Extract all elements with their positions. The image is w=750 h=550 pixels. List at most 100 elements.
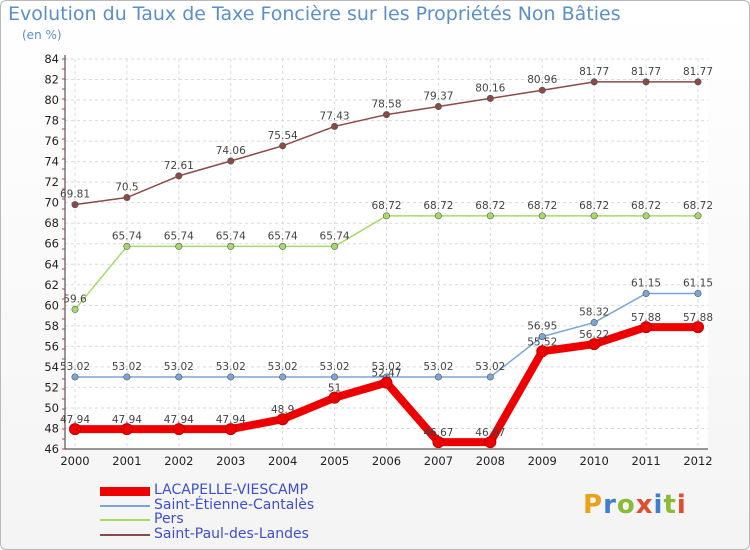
y-tick-label: 74 [44,155,59,169]
data-label: 61.15 [683,278,713,290]
legend-label: Saint-Paul-des-Landes [154,525,309,542]
data-label: 53.02 [112,361,142,373]
data-label: 59.6 [63,293,87,305]
data-label: 56.22 [579,329,609,341]
data-label: 47.94 [164,414,194,426]
y-tick-label: 72 [44,175,59,189]
series-point-3 [486,94,494,102]
series-point-2 [538,212,546,220]
legend-swatch [100,486,150,496]
series-point-0 [276,413,289,426]
x-tick-label: 2006 [372,454,401,468]
y-tick-label: 48 [44,421,59,435]
data-label: 53.02 [216,361,246,373]
series-point-0 [172,423,185,436]
data-label: 78.58 [371,99,401,111]
logo-letter: t [663,490,677,520]
data-label: 57.88 [631,312,661,324]
data-label: 65.74 [320,230,350,242]
series-point-1 [71,373,79,381]
data-label: 65.74 [164,230,194,242]
series-point-2 [227,242,235,250]
y-tick-label: 58 [44,319,59,333]
data-label: 56.95 [527,321,557,333]
x-tick-label: 2004 [268,454,297,468]
legend-label: Saint-Étienne-Cantalès [154,496,315,513]
logo-letter: o [616,490,636,520]
x-tick-label: 2001 [112,454,141,468]
data-label: 72.61 [164,160,194,172]
series-point-0 [484,436,497,449]
x-tick-label: 2008 [476,454,505,468]
data-label: 53.02 [164,361,194,373]
data-label: 53.02 [371,361,401,373]
series-point-0 [588,338,601,351]
data-label: 68.72 [475,200,505,212]
x-tick-label: 2011 [631,454,660,468]
series-point-2 [590,212,598,220]
series-point-0 [224,423,237,436]
series-point-2 [694,212,702,220]
data-label: 55.52 [527,336,557,348]
y-tick-label: 64 [44,257,59,271]
series-point-0 [69,423,81,436]
series-point-1 [227,373,235,381]
y-tick-label: 46 [44,442,59,456]
data-label: 53.02 [475,361,505,373]
data-label: 48.9 [271,404,294,416]
series-point-1 [123,373,131,381]
series-point-0 [328,391,341,404]
y-tick-label: 84 [44,52,59,66]
y-tick-label: 62 [44,278,59,292]
data-label: 81.77 [683,66,713,78]
legend-label: LACAPELLE-VIESCAMP [154,482,309,498]
series-point-0 [380,376,393,389]
x-tick-label: 2002 [164,454,193,468]
series-point-1 [279,373,287,381]
series-point-1 [538,333,546,341]
data-label: 80.16 [475,82,505,94]
series-point-0 [640,321,653,334]
series-point-0 [536,345,549,358]
data-label: 65.74 [216,230,246,242]
series-point-2 [642,212,650,220]
y-tick-label: 54 [44,360,59,374]
series-point-2 [486,212,494,220]
logo-letter: i [676,490,687,520]
series-point-0 [432,436,445,449]
data-label: 68.72 [527,200,557,212]
series-point-1 [590,319,598,327]
data-label: 47.94 [216,414,246,426]
series-point-1 [434,373,442,381]
y-tick-label: 70 [44,196,59,210]
series-point-3 [123,194,131,202]
data-label: 65.74 [268,230,298,242]
y-tick-label: 66 [44,237,59,251]
x-tick-label: 2007 [424,454,453,468]
y-tick-label: 60 [44,298,59,312]
data-label: 61.15 [631,278,661,290]
series-point-0 [120,423,133,436]
x-tick-label: 2009 [528,454,557,468]
series-point-3 [382,111,390,119]
proxiti-logo: Proxiti [583,490,687,520]
data-label: 68.72 [579,200,609,212]
series-point-2 [123,242,131,250]
series-point-3 [227,157,235,165]
y-tick-label: 50 [44,401,59,415]
data-label: 65.74 [112,230,142,242]
unit-label: (en %) [22,28,62,42]
logo-letter: r [603,490,617,520]
series-point-3 [175,172,183,180]
series-point-2 [434,212,442,220]
x-tick-label: 2000 [60,454,89,468]
data-label: 69.81 [60,189,90,201]
series-point-1 [486,373,494,381]
data-label: 79.37 [423,91,453,103]
series-point-0 [692,321,704,334]
data-label: 81.77 [631,66,661,78]
data-label: 46.67 [423,427,453,439]
data-label: 52.47 [371,368,401,380]
series-point-2 [382,212,390,220]
series-point-3 [590,78,598,86]
